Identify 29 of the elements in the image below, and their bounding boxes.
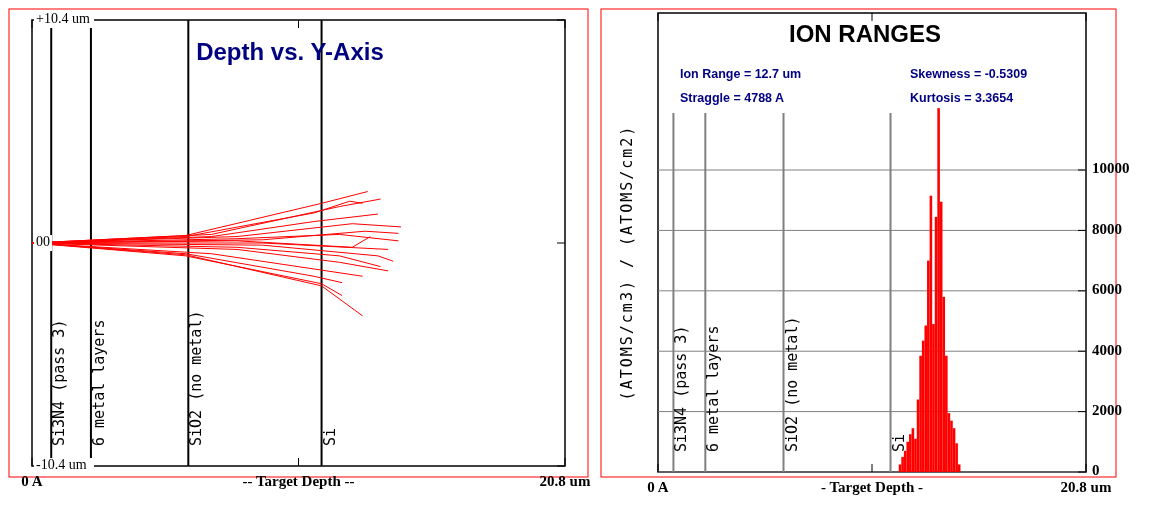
- ref-line-label: 6 metal layers: [704, 325, 723, 452]
- x-tick-label: 20.8 um: [539, 473, 591, 489]
- x-tick-label: 20.8 um: [1060, 479, 1112, 495]
- y-tick-label: +10.4 um: [36, 11, 90, 27]
- ref-line-label: Si: [889, 433, 908, 452]
- annotation: Ion Range = 12.7 um: [680, 67, 802, 81]
- y-tick-label: 00: [36, 234, 50, 250]
- y-tick-label: 0: [1092, 462, 1100, 479]
- y-axis-title: (ATOMS/cm3) / (ATOMS/cm2): [618, 124, 636, 401]
- x-axis-title: - Target Depth -: [820, 479, 924, 495]
- ref-line-label: 6 metal layers: [89, 319, 108, 446]
- x-tick-label: 0 A: [21, 473, 43, 489]
- annotation: Kurtosis = 3.3654: [910, 91, 1014, 105]
- ref-line-label: SiO2 (no metal): [187, 310, 206, 446]
- annotation: Skewness = -0.5309: [910, 67, 1028, 81]
- y-tick-label: 8000: [1092, 220, 1122, 237]
- ref-line-label: Si: [320, 427, 339, 446]
- y-tick-label: 4000: [1092, 341, 1122, 358]
- y-tick-label: -10.4 um: [36, 457, 87, 473]
- y-tick-label: 6000: [1092, 281, 1122, 298]
- chart-title: ION RANGES: [788, 20, 942, 47]
- ref-line-label: Si3N4 (pass 3): [672, 325, 691, 452]
- ref-line-label: SiO2 (no metal): [782, 316, 801, 452]
- annotation: Straggle = 4788 A: [680, 91, 785, 105]
- x-axis-title: -- Target Depth --: [242, 473, 355, 489]
- x-tick-label: 0 A: [647, 479, 669, 495]
- ref-line-label: Si3N4 (pass 3): [50, 319, 69, 446]
- y-tick-label: 10000: [1092, 160, 1130, 177]
- y-tick-label: 2000: [1092, 402, 1122, 419]
